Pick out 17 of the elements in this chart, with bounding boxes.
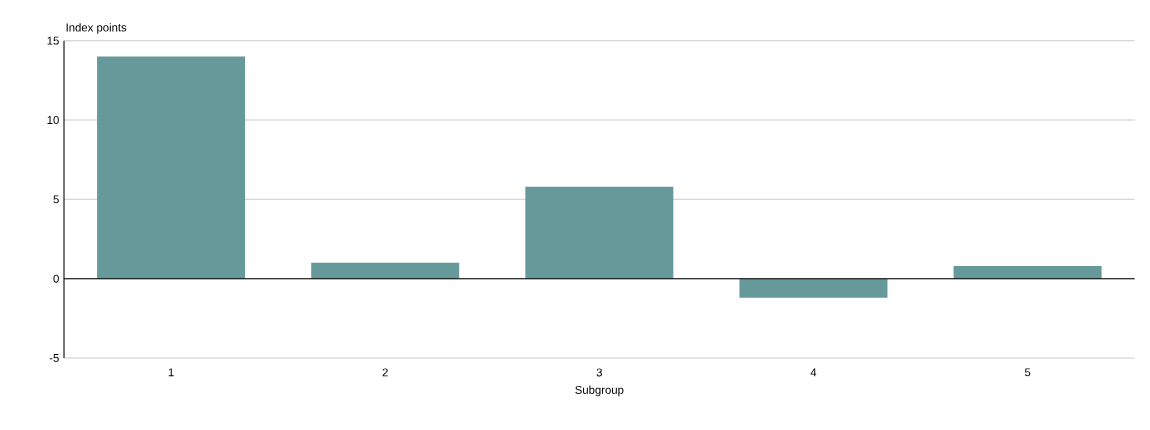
x-axis-title: Subgroup	[575, 385, 624, 397]
bar	[311, 262, 460, 279]
bar	[739, 278, 888, 298]
x-tick-label: 3	[596, 368, 602, 377]
bar	[97, 56, 246, 279]
y-axis-title: Index points	[66, 23, 127, 34]
y-tick-label: 5	[53, 195, 59, 204]
x-tick-label: 4	[810, 368, 817, 377]
x-tick-label: 2	[382, 368, 388, 377]
bar	[953, 265, 1102, 279]
x-tick-label: 5	[1024, 368, 1031, 377]
y-tick-label: 15	[47, 36, 59, 45]
y-tick-label: 0	[53, 274, 59, 283]
x-tick-label: 1	[168, 368, 174, 377]
bar	[525, 186, 674, 279]
y-tick-label: 10	[47, 116, 59, 125]
y-tick-label: -5	[49, 354, 59, 362]
